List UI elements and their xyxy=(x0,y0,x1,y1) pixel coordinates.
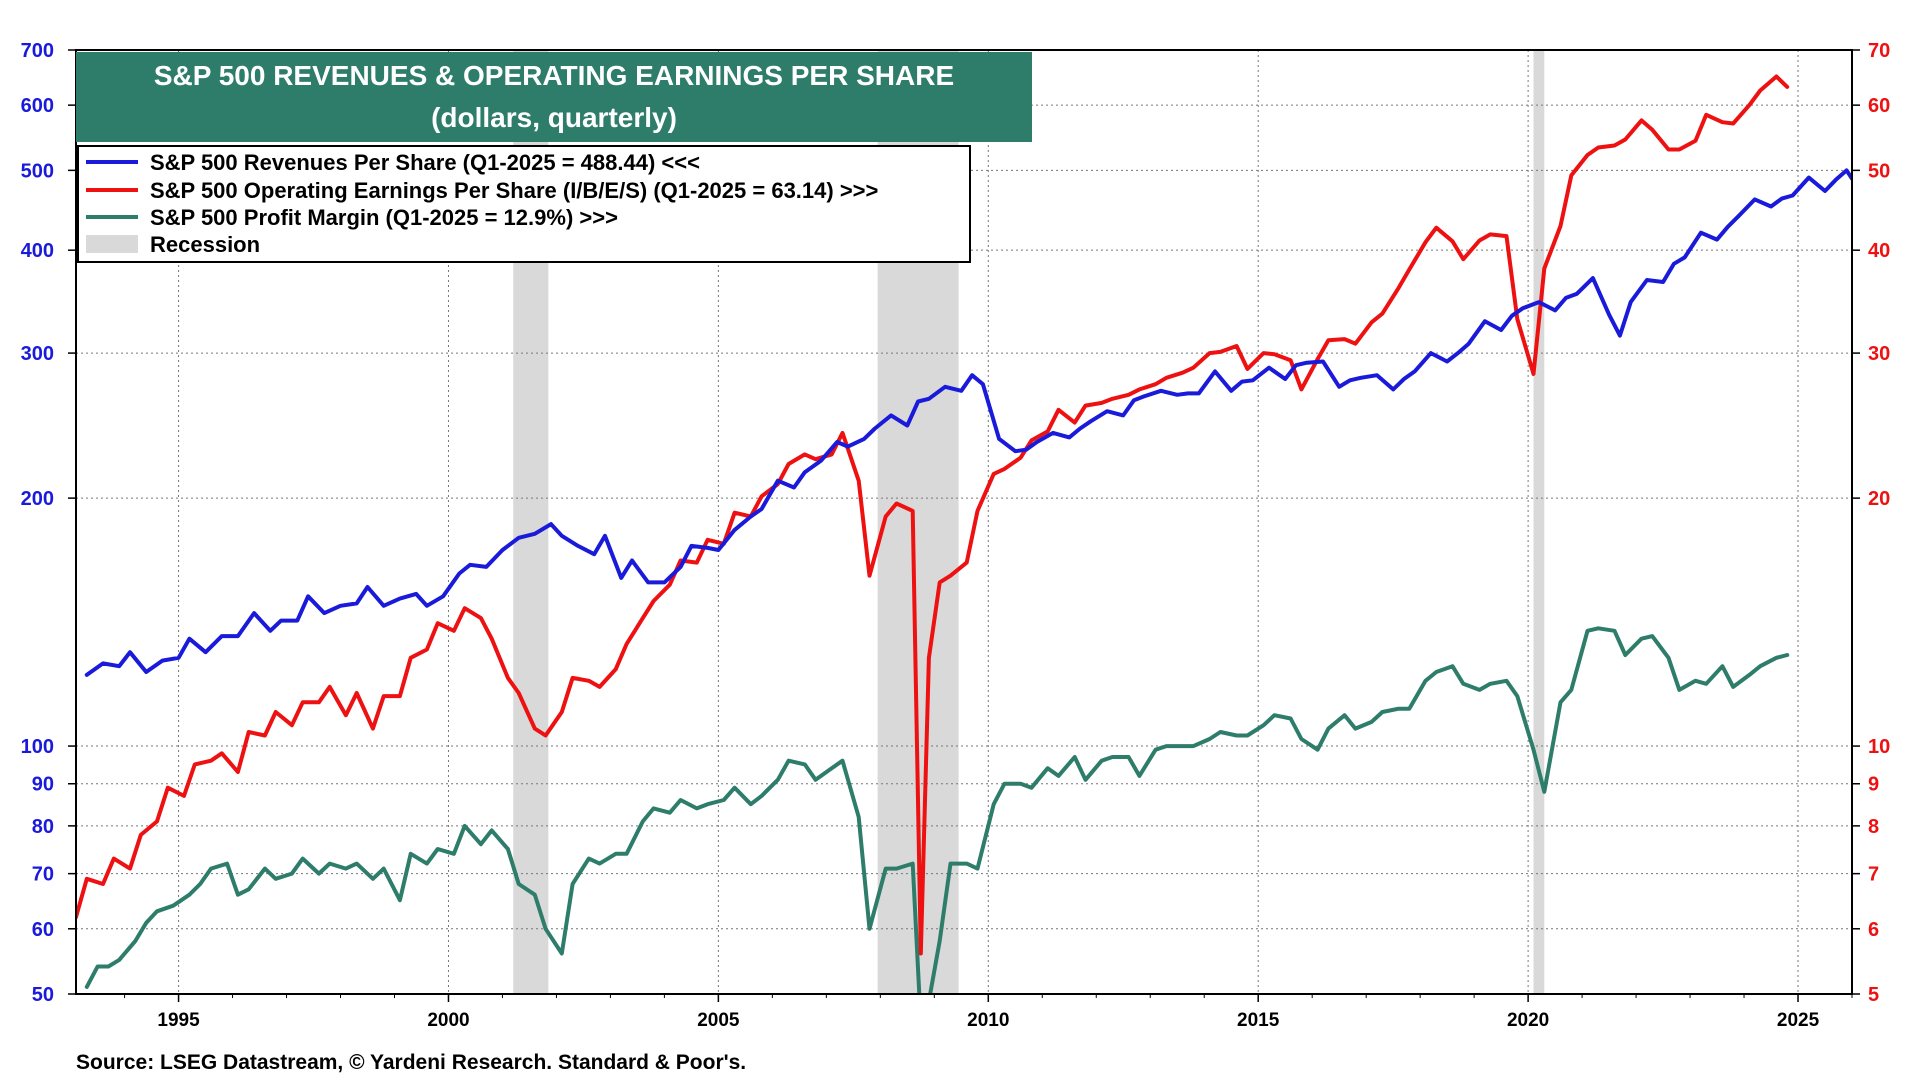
left-tick-label: 90 xyxy=(32,774,54,796)
left-tick-label: 50 xyxy=(32,984,54,1006)
x-tick-label: 2010 xyxy=(967,1010,1009,1031)
x-tick-label: 2000 xyxy=(427,1010,469,1031)
legend-swatch-recession xyxy=(86,235,138,253)
right-tick-label: 50 xyxy=(1868,160,1890,182)
series-line-earnings xyxy=(76,74,1790,956)
right-tick-label: 30 xyxy=(1868,343,1890,365)
legend-label-recession: Recession xyxy=(150,232,260,257)
chart-subtitle: (dollars, quarterly) xyxy=(431,102,677,133)
x-tick-label: 2015 xyxy=(1237,1010,1280,1031)
left-tick-label: 400 xyxy=(21,240,54,262)
right-tick-label: 10 xyxy=(1868,736,1890,758)
right-tick-label: 5 xyxy=(1868,984,1879,1006)
legend-frame xyxy=(77,145,971,263)
left-tick-label: 80 xyxy=(32,816,54,838)
left-tick-label: 700 xyxy=(21,40,54,62)
legend-label-earnings: S&P 500 Operating Earnings Per Share (I/… xyxy=(150,178,878,203)
x-tick-label: 2025 xyxy=(1777,1010,1820,1031)
x-axis-ticks: 1995 2000 2005 2010 2015 2020 2025 xyxy=(124,994,1853,1031)
right-tick-label: 6 xyxy=(1868,919,1879,941)
series-line-revenues xyxy=(84,168,1852,677)
right-tick-label: 60 xyxy=(1868,95,1890,117)
legend: S&P 500 Revenues Per Share (Q1-2025 = 48… xyxy=(77,145,971,263)
series-lines xyxy=(76,74,1852,994)
legend-label-revenues: S&P 500 Revenues Per Share (Q1-2025 = 48… xyxy=(150,150,700,175)
left-tick-label: 300 xyxy=(21,343,54,365)
x-tick-label: 1995 xyxy=(157,1010,200,1031)
title-box: S&P 500 REVENUES & OPERATING EARNINGS PE… xyxy=(76,52,1032,142)
right-tick-label: 20 xyxy=(1868,488,1890,510)
right-tick-label: 70 xyxy=(1868,40,1890,62)
right-tick-label: 8 xyxy=(1868,816,1879,838)
left-tick-label: 200 xyxy=(21,488,54,510)
right-tick-label: 9 xyxy=(1868,774,1879,796)
left-tick-label: 100 xyxy=(21,736,54,758)
right-axis-ticks: 5 6 7 8 9 10 20 30 40 50 60 70 xyxy=(1852,40,1890,1006)
left-tick-label: 60 xyxy=(32,919,54,941)
left-tick-label: 70 xyxy=(32,864,54,886)
legend-label-margin: S&P 500 Profit Margin (Q1-2025 = 12.9%) … xyxy=(150,205,618,230)
chart-title: S&P 500 REVENUES & OPERATING EARNINGS PE… xyxy=(154,60,954,91)
left-tick-label: 500 xyxy=(21,160,54,182)
title-background xyxy=(76,52,1032,142)
plot-border xyxy=(75,49,1853,995)
series-line-margin xyxy=(84,626,1790,994)
x-tick-label: 2005 xyxy=(697,1010,740,1031)
left-tick-label: 600 xyxy=(21,95,54,117)
source-note: Source: LSEG Datastream, © Yardeni Resea… xyxy=(76,1051,746,1074)
right-tick-label: 40 xyxy=(1868,240,1890,262)
recession-band-2 xyxy=(1533,50,1545,994)
right-tick-label: 7 xyxy=(1868,864,1879,886)
grid xyxy=(76,49,1852,995)
left-axis-ticks: 50 60 70 80 90 100 200 300 400 500 600 700 xyxy=(21,40,76,1006)
x-tick-label: 2020 xyxy=(1507,1010,1549,1031)
